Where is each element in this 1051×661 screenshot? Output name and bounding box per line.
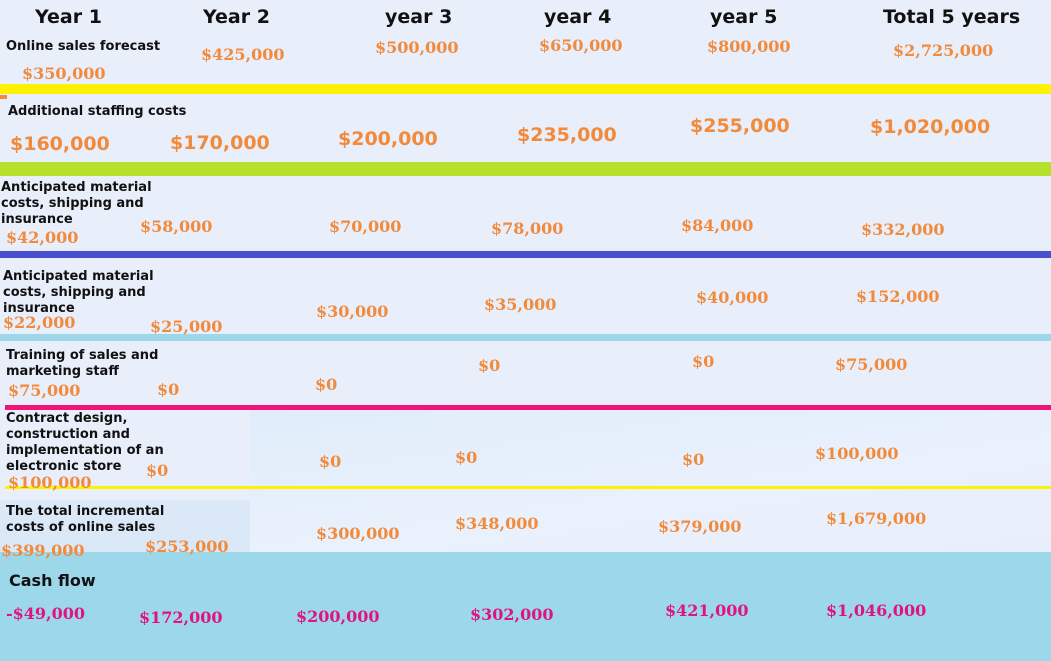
cell-value: $425,000	[201, 45, 285, 64]
separator-magenta	[5, 405, 1051, 410]
cell-value: $78,000	[491, 219, 564, 238]
header-total: Total 5 years	[883, 6, 1021, 28]
cell-value: $379,000	[658, 517, 742, 536]
cell-value: $30,000	[316, 302, 389, 321]
header-year-3: year 3	[385, 6, 453, 28]
cell-value: $58,000	[140, 217, 213, 236]
cell-value: $84,000	[681, 216, 754, 235]
cash-flow-value: $172,000	[139, 608, 223, 627]
cell-value: $0	[319, 452, 342, 471]
separator-lime	[0, 162, 1051, 176]
cell-value: $0	[157, 380, 180, 399]
cell-value: $170,000	[170, 132, 270, 154]
cash-flow-band	[0, 552, 1051, 661]
separator-blue	[0, 251, 1051, 258]
header-year-5: year 5	[710, 6, 778, 28]
cell-value: $350,000	[22, 64, 106, 83]
cell-value: $0	[146, 461, 169, 480]
background-panel	[0, 500, 250, 552]
cell-value: $300,000	[316, 524, 400, 543]
cell-value: $75,000	[835, 355, 908, 374]
cell-value: $25,000	[150, 317, 223, 336]
cell-value: $332,000	[861, 220, 945, 239]
cell-value: $22,000	[3, 313, 76, 332]
cell-value: $650,000	[539, 36, 623, 55]
cell-value: $0	[315, 375, 338, 394]
header-year-2: Year 2	[203, 6, 270, 28]
cell-value: $0	[682, 450, 705, 469]
cash-flow-value: -$49,000	[6, 604, 86, 623]
cell-value: $1,020,000	[870, 116, 991, 138]
cash-flow-value: $421,000	[665, 601, 749, 620]
cell-value: $152,000	[856, 287, 940, 306]
cell-value: $235,000	[517, 124, 617, 146]
cash-flow-value: $200,000	[296, 607, 380, 626]
cell-value: $0	[455, 448, 478, 467]
cell-value: $70,000	[329, 217, 402, 236]
cell-value: $200,000	[338, 128, 438, 150]
cell-value: $35,000	[484, 295, 557, 314]
background-wave	[250, 408, 1051, 552]
row-label-total-costs: The total incremental costs of online sa…	[6, 504, 165, 535]
row-label-material-costs-2: Anticipated material costs, shipping and…	[3, 269, 154, 316]
cell-value: $2,725,000	[893, 41, 994, 60]
header-year-1: Year 1	[35, 6, 102, 28]
cell-value: $800,000	[707, 37, 791, 56]
cash-flow-label: Cash flow	[9, 571, 96, 590]
cell-value: $160,000	[10, 133, 110, 155]
row-label-contract-design: Contract design, construction and implem…	[6, 411, 164, 474]
cell-value: $75,000	[8, 381, 81, 400]
row-label-training: Training of sales and marketing staff	[6, 348, 159, 379]
cell-value: $100,000	[815, 444, 899, 463]
row-label-material-costs: Anticipated material costs, shipping and…	[1, 180, 152, 227]
cell-value: $399,000	[1, 541, 85, 560]
separator-accent	[0, 95, 7, 99]
cell-value: $42,000	[6, 228, 79, 247]
cell-value: $500,000	[375, 38, 459, 57]
separator-yellow	[0, 84, 1051, 94]
cell-value: $253,000	[145, 537, 229, 556]
separator-light-blue	[0, 334, 1051, 341]
cell-value: $0	[692, 352, 715, 371]
cash-flow-value: $302,000	[470, 605, 554, 624]
cell-value: $348,000	[455, 514, 539, 533]
row-label-staffing: Additional staffing costs	[8, 104, 187, 119]
cell-value: $40,000	[696, 288, 769, 307]
cell-value: $0	[478, 356, 501, 375]
header-year-4: year 4	[544, 6, 612, 28]
cell-value: $255,000	[690, 115, 790, 137]
separator-thin-yellow	[5, 486, 1051, 489]
cell-value: $100,000	[8, 473, 92, 492]
row-label-online-sales: Online sales forecast	[6, 39, 161, 54]
cash-flow-value: $1,046,000	[826, 601, 927, 620]
cell-value: $1,679,000	[826, 509, 927, 528]
